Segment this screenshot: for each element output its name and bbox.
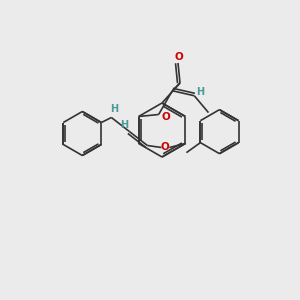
Text: O: O [175,52,183,62]
Text: H: H [120,119,128,130]
Text: H: H [110,103,118,113]
Text: O: O [160,142,169,152]
Text: H: H [196,87,204,97]
Text: O: O [161,112,170,122]
